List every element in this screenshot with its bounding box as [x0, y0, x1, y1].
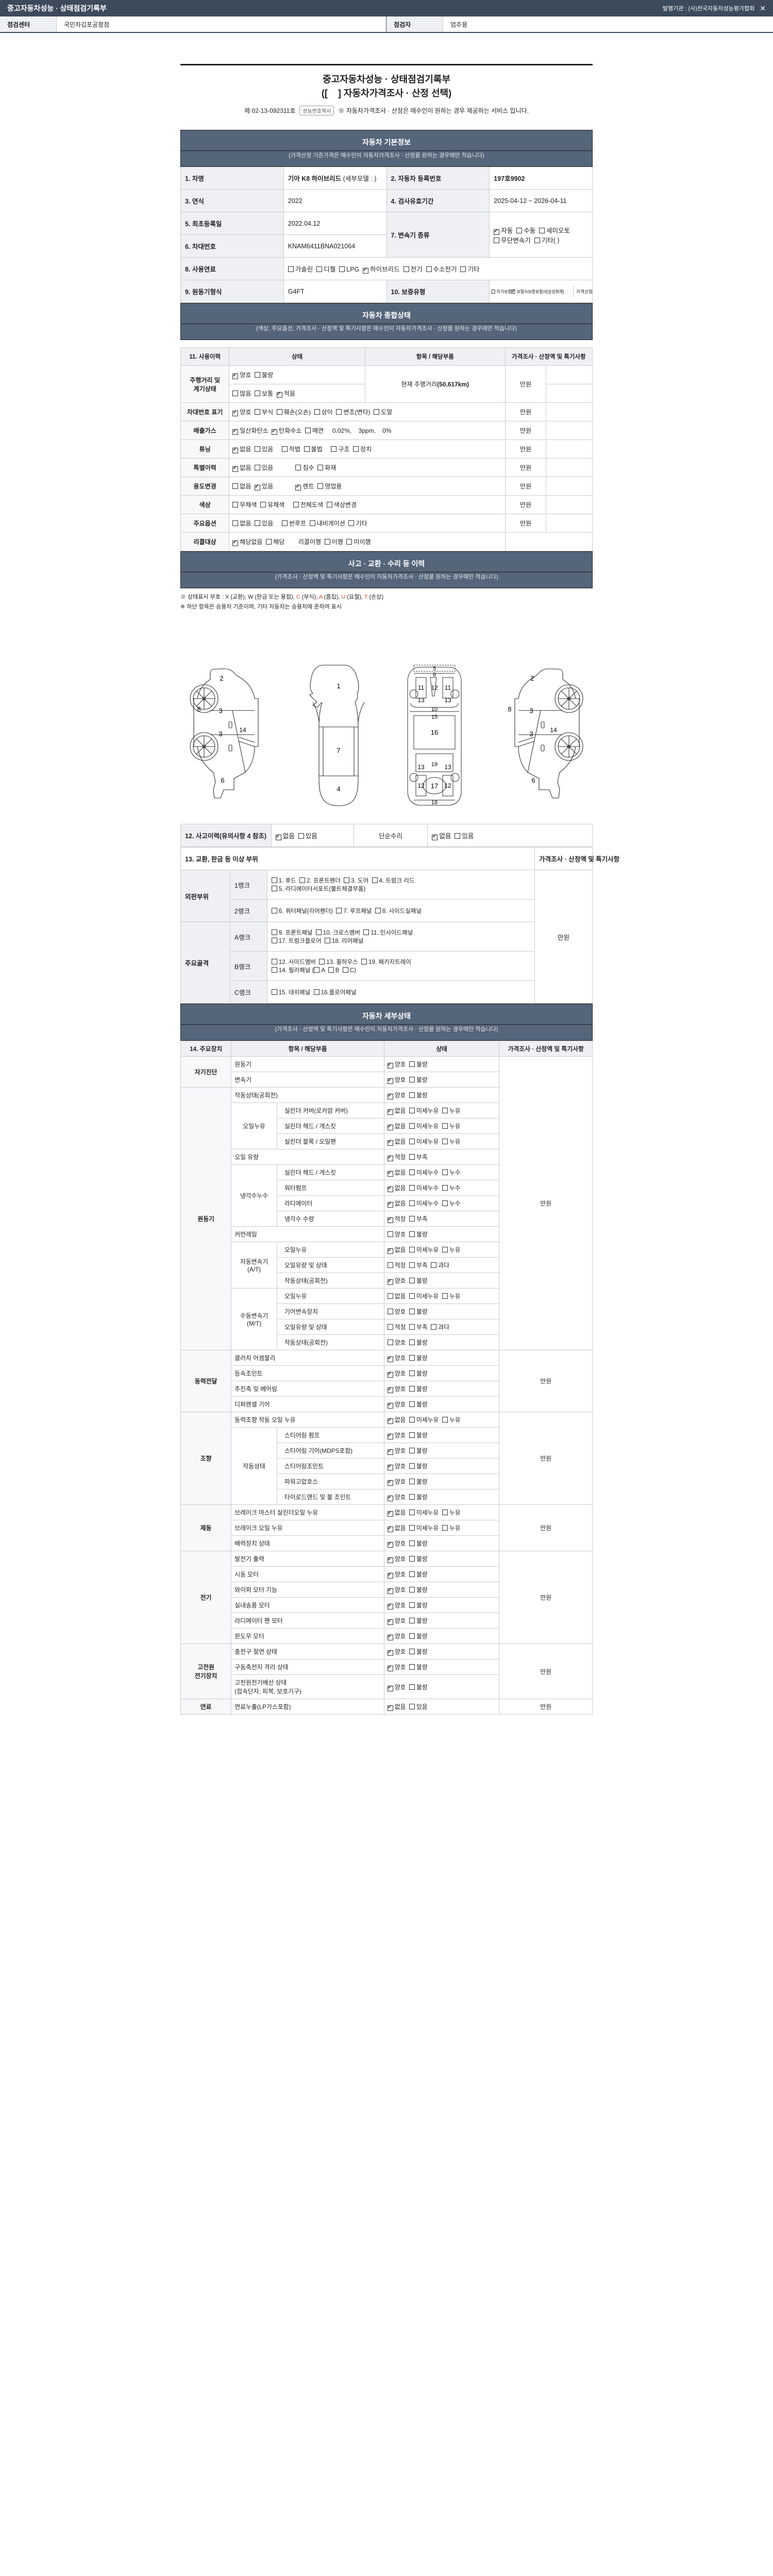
svg-text:9: 9 [433, 672, 436, 678]
svg-text:11: 11 [445, 684, 451, 691]
svg-text:10: 10 [431, 706, 438, 713]
svg-text:2: 2 [530, 674, 534, 682]
svg-text:13: 13 [444, 697, 451, 704]
svg-text:6: 6 [221, 776, 224, 784]
svg-text:13: 13 [417, 764, 425, 771]
svg-text:3: 3 [219, 730, 222, 738]
svg-text:19: 19 [431, 761, 438, 768]
svg-text:15: 15 [431, 714, 438, 720]
svg-text:12: 12 [417, 782, 425, 789]
svg-text:3: 3 [529, 730, 533, 738]
svg-text:12: 12 [431, 684, 438, 691]
svg-text:16: 16 [431, 728, 438, 736]
svg-text:3: 3 [529, 707, 533, 715]
svg-text:11: 11 [418, 684, 425, 691]
svg-text:3: 3 [219, 707, 222, 715]
svg-text:14: 14 [239, 726, 246, 734]
svg-text:12: 12 [444, 782, 451, 789]
svg-text:8: 8 [508, 705, 511, 713]
svg-text:17: 17 [431, 782, 438, 790]
svg-text:13: 13 [444, 764, 451, 771]
svg-text:18: 18 [431, 800, 438, 806]
svg-text:7: 7 [337, 747, 340, 754]
svg-text:8: 8 [197, 705, 200, 713]
svg-text:6: 6 [531, 776, 535, 784]
svg-text:5: 5 [433, 666, 436, 672]
svg-text:13: 13 [417, 697, 425, 704]
svg-text:4: 4 [337, 785, 340, 793]
svg-text:1: 1 [337, 682, 340, 690]
svg-text:14: 14 [550, 726, 557, 734]
svg-text:2: 2 [220, 674, 223, 682]
